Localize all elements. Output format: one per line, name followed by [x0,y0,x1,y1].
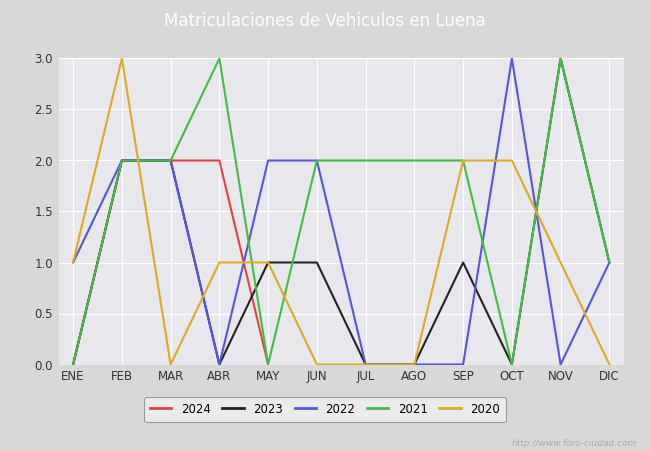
Legend: 2024, 2023, 2022, 2021, 2020: 2024, 2023, 2022, 2021, 2020 [144,397,506,422]
Line: 2023: 2023 [73,58,609,364]
2023 [361,362,369,367]
2021 [459,158,467,163]
2023 [459,260,467,265]
2023 [556,56,564,61]
2020 [459,158,467,163]
2023 [264,260,272,265]
2023 [215,362,224,367]
2021 [508,362,515,367]
2022 [411,362,419,367]
2021 [118,158,126,163]
2020 [313,362,321,367]
Text: http://www.foro-ciudad.com: http://www.foro-ciudad.com [512,439,637,448]
2023 [69,362,77,367]
2020 [166,362,174,367]
2020 [361,362,369,367]
2023 [166,158,174,163]
2024 [215,158,224,163]
Line: 2022: 2022 [73,58,609,364]
2022 [361,362,369,367]
Text: Matriculaciones de Vehiculos en Luena: Matriculaciones de Vehiculos en Luena [164,12,486,31]
2023 [508,362,515,367]
2021 [264,362,272,367]
2024 [118,158,126,163]
2022 [508,56,515,61]
2020 [69,260,77,265]
2020 [508,158,515,163]
2021 [361,158,369,163]
2021 [69,362,77,367]
2020 [264,260,272,265]
2024 [264,362,272,367]
Line: 2024: 2024 [73,161,268,364]
2024 [69,362,77,367]
2023 [313,260,321,265]
2020 [556,260,564,265]
2022 [166,158,174,163]
2022 [264,158,272,163]
2022 [313,158,321,163]
2021 [166,158,174,163]
2024 [166,158,174,163]
2022 [459,362,467,367]
2021 [411,158,419,163]
2023 [605,260,613,265]
2022 [215,362,224,367]
2022 [69,260,77,265]
2022 [605,260,613,265]
Line: 2020: 2020 [73,58,609,364]
2020 [118,56,126,61]
2021 [556,56,564,61]
2023 [118,158,126,163]
2021 [605,260,613,265]
2022 [556,362,564,367]
2021 [313,158,321,163]
2022 [118,158,126,163]
2020 [605,362,613,367]
2023 [411,362,419,367]
Line: 2021: 2021 [73,58,609,364]
2020 [411,362,419,367]
2020 [215,260,224,265]
2021 [215,56,224,61]
